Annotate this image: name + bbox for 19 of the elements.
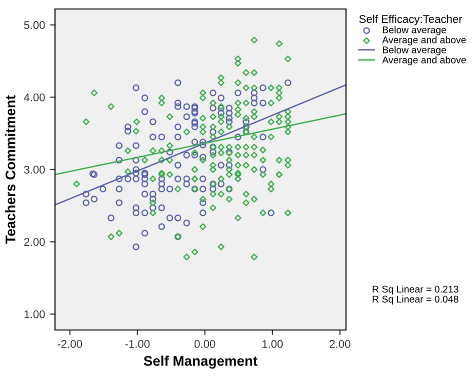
- legend-label: Average and above: [382, 36, 466, 46]
- text: R Sq Linear = 0.213: [372, 285, 458, 295]
- x-tick-label: 1.00: [262, 340, 283, 348]
- x-axis-title: Self Management: [144, 356, 258, 369]
- x-tick-label: 0.00: [194, 340, 216, 348]
- text: R Sq Linear = 0.048: [372, 295, 458, 305]
- y-tick-label: 2.00: [24, 238, 45, 246]
- x-tick-label: -2.00: [58, 340, 82, 348]
- y-tick-label: 3.00: [24, 166, 45, 174]
- y-tick-label: 1.00: [24, 310, 45, 318]
- legend-title: Self Efficacy:Teacher: [359, 14, 462, 26]
- legend-label: Below average: [382, 26, 446, 36]
- y-tick-label: 5.00: [24, 21, 45, 30]
- y-tick-label: 4.00: [24, 93, 45, 102]
- x-tick-label: -1.00: [125, 340, 150, 348]
- y-axis-title: Teachers Commitment: [5, 95, 16, 244]
- legend-label: Average and above: [382, 56, 466, 66]
- x-tick-label: 2.00: [330, 340, 350, 348]
- legend-label: Below average: [382, 46, 446, 56]
